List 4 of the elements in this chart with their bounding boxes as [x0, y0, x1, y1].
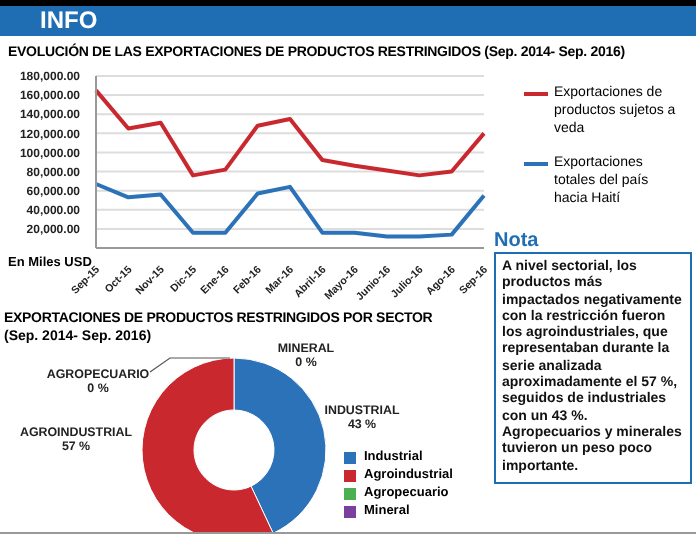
text: Nota: [494, 230, 541, 252]
text: INFO: [0, 0, 696, 36]
line-series: [94, 88, 486, 178]
line-series: [94, 181, 486, 239]
